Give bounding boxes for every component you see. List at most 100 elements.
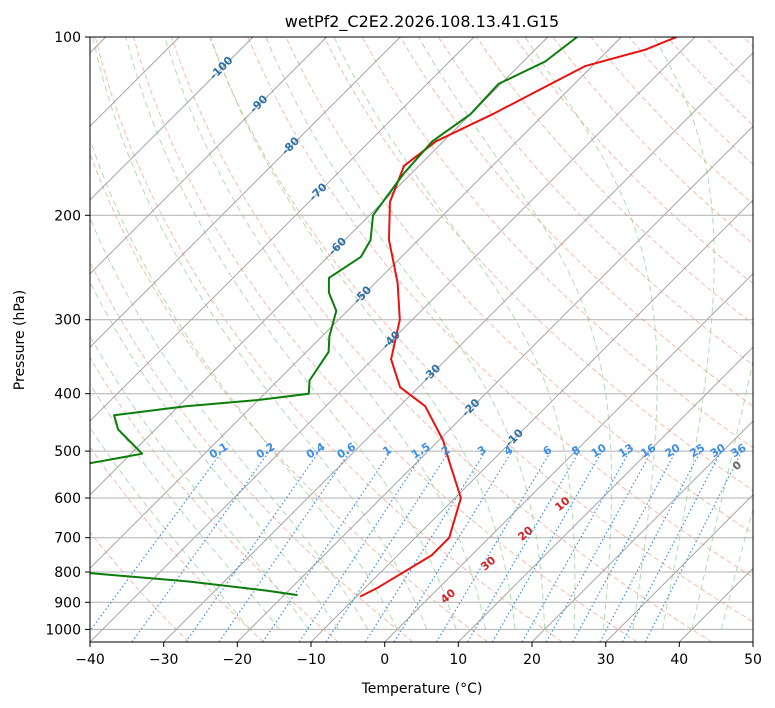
- dry-adiabat: [94, 37, 563, 642]
- x-tick-label: 20: [523, 652, 541, 668]
- isotherm: [90, 37, 254, 201]
- x-tick-label: 0: [380, 652, 389, 668]
- moist-adiabat-label: 30: [478, 553, 498, 573]
- isotherm: [163, 52, 753, 642]
- mixing-ratio-line: [491, 450, 603, 642]
- mixing-ratio-line: [572, 450, 677, 642]
- y-tick-label: 500: [54, 444, 81, 460]
- dry-adiabat: [323, 37, 753, 491]
- dry-adiabats: [90, 37, 753, 642]
- x-tick-label: −10: [296, 652, 326, 668]
- mixing-ratio-label: 13: [616, 441, 636, 460]
- y-axis-ticks: 100 200 300 400 500 600 700 800 900 1000: [45, 30, 90, 638]
- dry-adiabat: [171, 37, 712, 642]
- moist-adiabat: [720, 506, 753, 630]
- y-axis-label: Pressure (hPa): [12, 290, 28, 390]
- isotherm: [531, 420, 753, 642]
- dry-adiabat: [361, 37, 753, 449]
- isotherm: [90, 37, 475, 422]
- isotherm-label: -100: [207, 53, 236, 82]
- isotherm: [90, 37, 622, 569]
- moist-adiabats: [90, 37, 753, 630]
- y-tick-label: 700: [54, 531, 81, 547]
- y-tick-label: 1000: [45, 622, 81, 638]
- x-axis-ticks: −40 −30 −20 −10 0 10 20 30 40 50: [75, 642, 762, 668]
- moist-adiabat: [333, 37, 576, 630]
- dry-adiabat: [437, 37, 753, 366]
- mixing-ratio-label: 0.1: [207, 440, 230, 461]
- dry-adiabat: [209, 37, 753, 623]
- y-tick-label: 900: [54, 595, 81, 611]
- mixing-ratio-line: [90, 450, 223, 632]
- moist-adiabat: [90, 280, 339, 630]
- dry-adiabat: [514, 37, 753, 285]
- x-axis-label: Temperature (°C): [361, 681, 483, 697]
- mixing-ratio-label: 10: [589, 441, 609, 460]
- moist-adiabat: [90, 426, 251, 630]
- pressure-gridlines: [90, 37, 753, 630]
- y-tick-label: 800: [54, 565, 81, 581]
- mixing-ratio-label: 16: [638, 441, 658, 460]
- mixing-ratio-lines: [90, 450, 743, 642]
- mixing-ratio-line: [298, 450, 425, 642]
- moist-adiabat: [90, 217, 369, 630]
- isotherm-label: -80: [279, 134, 302, 157]
- isotherm-label: -40: [380, 328, 403, 351]
- moist-adiabat: [653, 37, 715, 630]
- mixing-ratio-label: 36: [729, 441, 749, 460]
- moist-adiabat: [691, 358, 753, 630]
- isotherm-label: -70: [307, 180, 330, 203]
- plot-frame: [89, 36, 754, 643]
- dry-adiabat: [132, 37, 638, 642]
- moist-adiabat: [418, 37, 613, 630]
- isotherms: [90, 37, 753, 642]
- moist-adiabat: [265, 37, 546, 630]
- x-tick-label: 10: [449, 652, 467, 668]
- moist-adiabat: [125, 37, 457, 630]
- isotherm: [90, 37, 696, 642]
- mixing-ratio-line: [393, 450, 513, 642]
- isotherm: [90, 37, 328, 275]
- dry-adiabat: [743, 37, 753, 48]
- dry-adiabat: [399, 37, 753, 407]
- y-tick-label: 400: [54, 387, 81, 403]
- mixing-ratio-line: [435, 450, 552, 642]
- isotherm: [310, 199, 753, 642]
- x-tick-label: −30: [149, 652, 179, 668]
- profile-lines: [90, 37, 677, 598]
- mixing-ratio-label: 25: [687, 441, 707, 460]
- mixing-ratio-line: [621, 450, 722, 642]
- moist-adiabat-label: 0: [730, 458, 744, 473]
- dry-adiabat: [247, 37, 753, 578]
- x-tick-label: 30: [597, 652, 615, 668]
- dewpoint-line: [90, 37, 578, 597]
- dry-adiabat: [90, 356, 339, 642]
- mixing-ratio-label: 20: [663, 441, 683, 460]
- dry-adiabat: [666, 37, 753, 126]
- mixing-ratio-line: [521, 450, 631, 642]
- dry-adiabat: [590, 37, 753, 205]
- dry-adiabat: [285, 37, 753, 535]
- isotherm-label: -90: [247, 92, 270, 115]
- moist-adiabat-label: 40: [438, 586, 458, 606]
- mixing-ratio-line: [545, 450, 653, 642]
- isotherm: [90, 37, 401, 348]
- moist-adiabat: [524, 37, 658, 630]
- moist-adiabat: [90, 335, 310, 630]
- mixing-ratio-label: 0.4: [304, 440, 328, 462]
- plot-area: -100-90-80-70-60-50-40-30-20-10 0.1 0.2 0.…: [90, 37, 753, 642]
- mixing-ratio-label: 30: [708, 441, 728, 460]
- y-tick-label: 100: [54, 30, 81, 46]
- mixing-ratio-line: [185, 450, 320, 642]
- mixing-ratio-line: [325, 450, 450, 642]
- mixing-ratio-line: [262, 450, 392, 642]
- isotherm: [752, 641, 753, 642]
- isotherm: [236, 125, 753, 642]
- isotherm: [605, 494, 753, 642]
- dry-adiabat: [90, 531, 190, 642]
- moist-adiabat-label: 10: [552, 494, 572, 514]
- y-tick-label: 200: [54, 208, 81, 224]
- temperature-line: [359, 37, 677, 598]
- y-tick-label: 300: [54, 313, 81, 329]
